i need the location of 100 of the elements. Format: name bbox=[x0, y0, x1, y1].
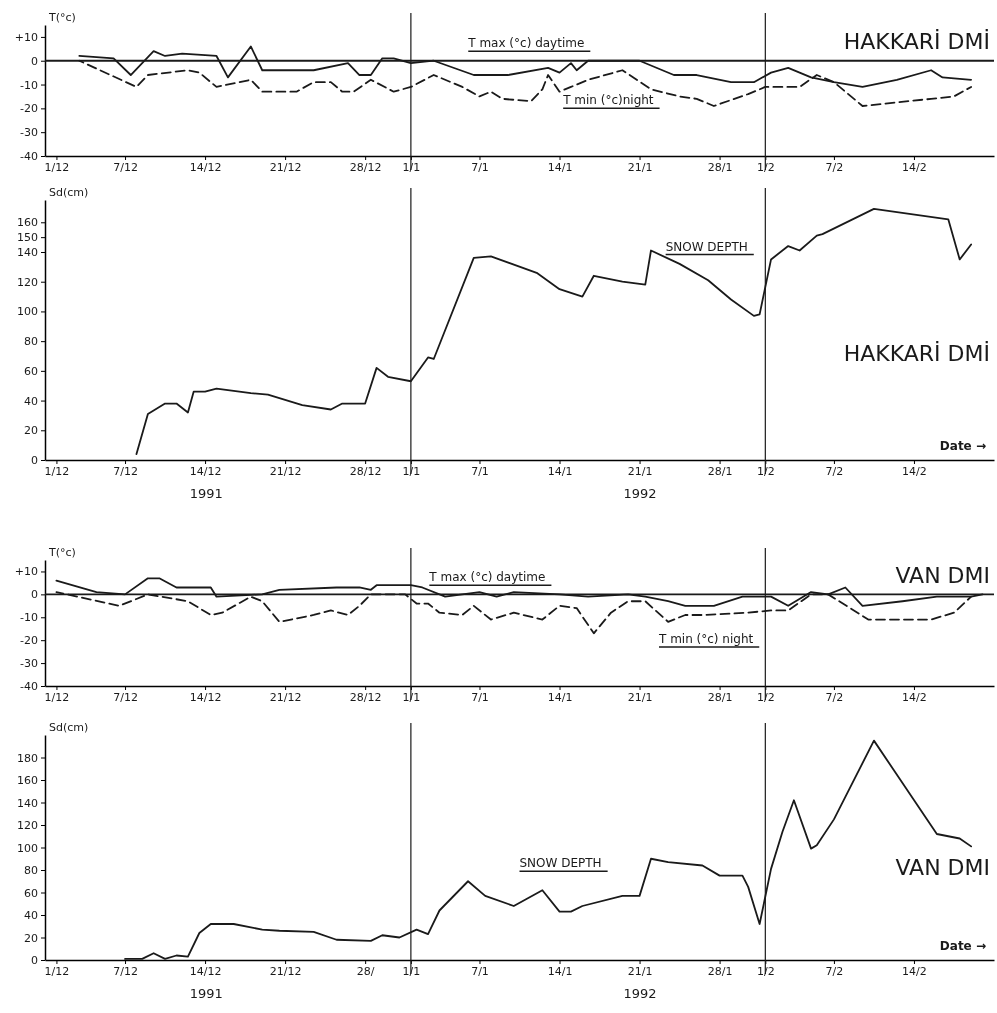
text: 1992 bbox=[623, 486, 657, 501]
y-tick-label: -20 bbox=[20, 634, 38, 648]
y-tick-label: +10 bbox=[14, 30, 38, 44]
y-tick-label: 60 bbox=[24, 364, 38, 378]
y-axis-title: Sd(cm) bbox=[49, 186, 89, 199]
y-tick-label: 180 bbox=[17, 751, 38, 765]
x-tick-label: 28/1 bbox=[707, 160, 733, 174]
x-tick-label: 14/12 bbox=[189, 690, 222, 704]
y-tick-label: 80 bbox=[24, 335, 38, 349]
y-tick-label: -30 bbox=[20, 657, 38, 671]
x-tick-label: 28/12 bbox=[349, 690, 382, 704]
x-tick-label: 21/12 bbox=[269, 690, 302, 704]
y-tick-label: 120 bbox=[17, 819, 38, 833]
x-tick-label: 7/12 bbox=[113, 690, 138, 704]
y-tick-label: 140 bbox=[17, 246, 38, 260]
y-tick-label: 0 bbox=[31, 54, 38, 68]
x-axis-title: Date → bbox=[939, 439, 986, 453]
x-tick-label: 1/1 bbox=[402, 464, 421, 478]
x-tick-label: 21/12 bbox=[269, 160, 302, 174]
x-tick-label: 21/1 bbox=[627, 464, 653, 478]
x-tick-label: 1/12 bbox=[44, 464, 70, 478]
y-tick-label: -30 bbox=[20, 126, 38, 140]
x-tick-label: 14/12 bbox=[189, 964, 222, 978]
x-tick-label: 1/2 bbox=[756, 690, 775, 704]
x-tick-label: 1/12 bbox=[44, 690, 70, 704]
x-tick-label: 7/2 bbox=[825, 160, 844, 174]
x-tick-label: 28/1 bbox=[707, 964, 733, 978]
y-tick-label: -10 bbox=[20, 611, 38, 625]
y-tick-label: 0 bbox=[31, 454, 38, 468]
x-tick-label: 1/12 bbox=[44, 160, 70, 174]
annotation: T min (°c) night bbox=[658, 631, 754, 646]
y-tick-label: +10 bbox=[14, 565, 38, 579]
x-tick-label: 14/2 bbox=[902, 160, 927, 174]
y-axis-title: T(°c) bbox=[48, 11, 76, 24]
x-tick-label: 14/1 bbox=[547, 964, 573, 978]
chart-title: HAKKARİ DMİ bbox=[843, 28, 990, 54]
x-tick-label: 28/1 bbox=[707, 690, 733, 704]
y-tick-label: 0 bbox=[31, 588, 38, 602]
y-tick-label: 40 bbox=[24, 909, 38, 923]
x-tick-label: 1/1 bbox=[402, 964, 421, 978]
x-tick-label: 7/12 bbox=[113, 160, 138, 174]
text: 1992 bbox=[623, 986, 657, 1001]
y-tick-label: 0 bbox=[31, 954, 38, 968]
x-tick-label: 21/1 bbox=[627, 160, 653, 174]
x-tick-label: 21/12 bbox=[269, 464, 302, 478]
x-tick-label: 14/12 bbox=[189, 160, 222, 174]
x-tick-label: 21/12 bbox=[269, 964, 302, 978]
x-tick-label: 7/2 bbox=[825, 464, 844, 478]
y-tick-label: -10 bbox=[20, 78, 38, 92]
x-tick-label: 7/2 bbox=[825, 964, 844, 978]
y-tick-label: 160 bbox=[17, 774, 38, 788]
y-tick-label: -20 bbox=[20, 102, 38, 116]
y-tick-label: 20 bbox=[24, 931, 38, 945]
x-tick-label: 14/2 bbox=[902, 964, 927, 978]
x-tick-label: 28/12 bbox=[349, 160, 382, 174]
x-tick-label: 1/2 bbox=[756, 464, 775, 478]
y-tick-label: 140 bbox=[17, 796, 38, 810]
x-tick-label: 1/2 bbox=[756, 964, 775, 978]
x-tick-label: 1/1 bbox=[402, 690, 421, 704]
text: HAKKARİ DMİ bbox=[843, 341, 990, 367]
y-tick-label: 60 bbox=[24, 886, 38, 900]
x-tick-label: 28/1 bbox=[707, 464, 733, 478]
annotation: T max (°c) daytime bbox=[467, 36, 585, 51]
x-tick-label: 28/ bbox=[356, 964, 375, 978]
y-tick-label: -40 bbox=[20, 680, 38, 694]
chart-title: VAN DMI bbox=[895, 562, 990, 588]
text: 1991 bbox=[189, 486, 223, 501]
x-tick-label: 1/1 bbox=[402, 160, 421, 174]
x-tick-label: 1/2 bbox=[756, 160, 775, 174]
y-axis-title: Sd(cm) bbox=[49, 721, 89, 734]
x-tick-label: 21/1 bbox=[627, 690, 653, 704]
x-tick-label: 7/1 bbox=[471, 690, 489, 704]
y-tick-label: 160 bbox=[17, 216, 38, 230]
x-tick-label: 14/12 bbox=[189, 464, 222, 478]
x-tick-label: 14/1 bbox=[547, 160, 573, 174]
y-tick-label: 150 bbox=[17, 231, 38, 245]
y-tick-label: 100 bbox=[17, 841, 38, 855]
x-tick-label: 7/12 bbox=[113, 964, 138, 978]
y-tick-label: 100 bbox=[17, 305, 38, 319]
annotation: T min (°c)night bbox=[562, 93, 654, 108]
text: VAN DMI bbox=[895, 854, 990, 880]
y-tick-label: 80 bbox=[24, 864, 38, 878]
y-tick-label: 120 bbox=[17, 275, 38, 289]
x-axis-title: Date → bbox=[939, 939, 986, 953]
x-tick-label: 14/2 bbox=[902, 464, 927, 478]
annotation: SNOW DEPTH bbox=[519, 856, 602, 871]
x-tick-label: 28/12 bbox=[349, 464, 382, 478]
x-tick-label: 7/12 bbox=[113, 464, 138, 478]
x-tick-label: 21/1 bbox=[627, 964, 653, 978]
x-tick-label: 7/1 bbox=[471, 464, 489, 478]
annotation: T max (°c) daytime bbox=[428, 570, 546, 585]
y-axis-title: T(°c) bbox=[48, 546, 76, 559]
y-tick-label: -40 bbox=[20, 150, 38, 164]
x-tick-label: 7/1 bbox=[471, 964, 489, 978]
x-tick-label: 14/1 bbox=[547, 690, 573, 704]
x-tick-label: 1/12 bbox=[44, 964, 70, 978]
y-tick-label: 40 bbox=[24, 394, 38, 408]
text: 1991 bbox=[189, 986, 223, 1001]
x-tick-label: 14/1 bbox=[547, 464, 573, 478]
x-tick-label: 7/1 bbox=[471, 160, 489, 174]
